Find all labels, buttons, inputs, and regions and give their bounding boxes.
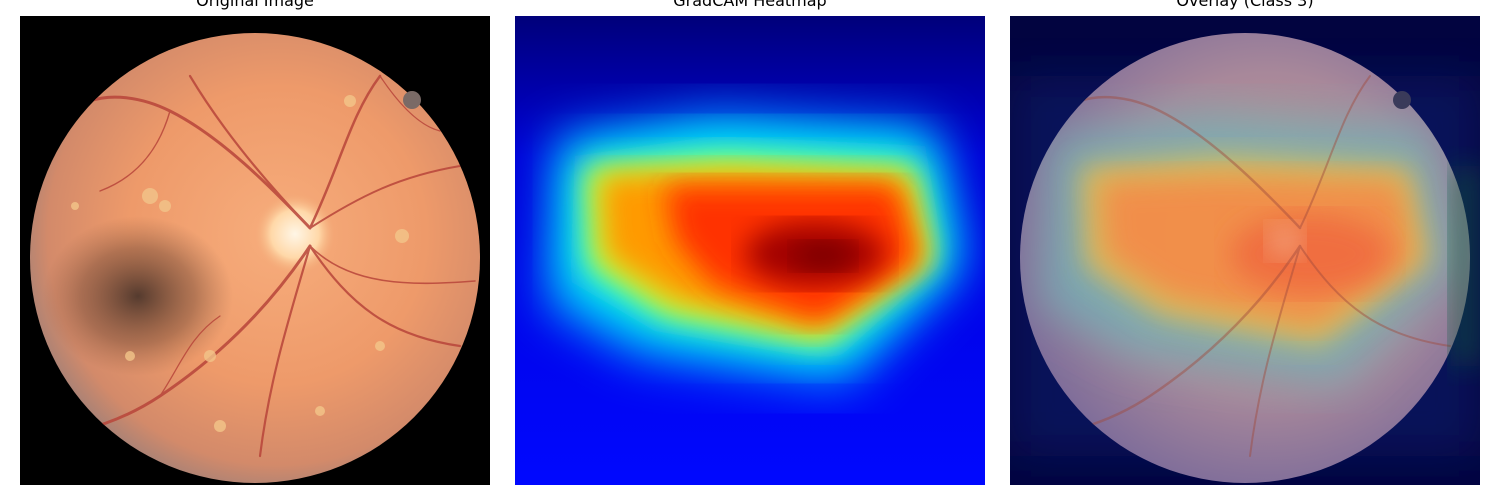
- heatmap-overlay: [1010, 16, 1480, 485]
- fundus-photo: [20, 16, 490, 485]
- panel-title-overlay: Overlay (Class 3): [1176, 0, 1314, 10]
- gradcam-heatmap: [515, 16, 985, 485]
- panel-title-heatmap: GradCAM Heatmap: [673, 0, 827, 10]
- overlay-panel: [1010, 16, 1480, 485]
- gradcam-heatmap-panel: [515, 16, 985, 485]
- panel-title-original: Original Image: [196, 0, 314, 10]
- original-image-panel: [20, 16, 490, 485]
